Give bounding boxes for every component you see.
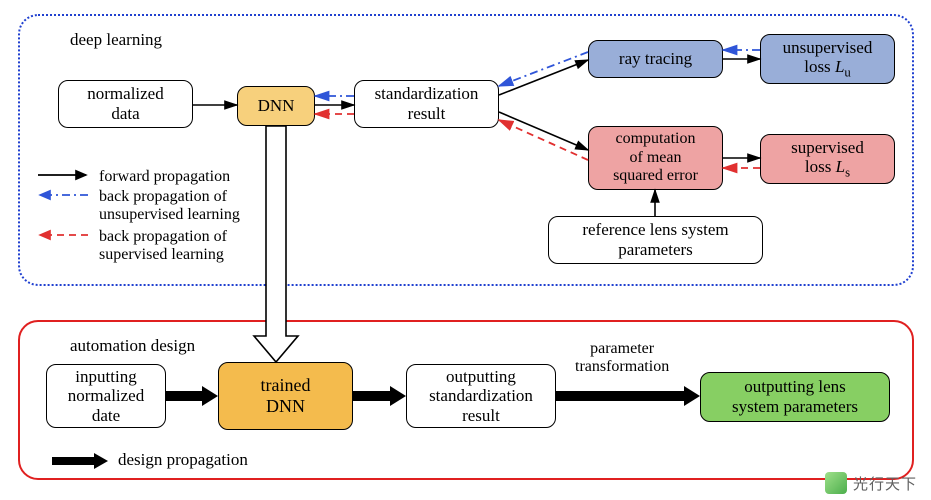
node-text: trained DNN	[261, 375, 311, 416]
deep-learning-panel-label: deep learning	[70, 30, 162, 50]
trained-dnn-node: trained DNN	[218, 362, 353, 430]
legend-thick-arrow-icon	[50, 453, 110, 467]
legend-line-icon	[36, 228, 91, 242]
supervised-loss-node: supervisedloss Ls	[760, 134, 895, 184]
watermark: 光行天下	[825, 472, 917, 494]
node-text: standardization result	[375, 84, 479, 123]
legend-text: back propagation of unsupervised learnin…	[99, 188, 240, 224]
legend-text: design propagation	[118, 450, 248, 470]
node-text: reference lens system parameters	[582, 220, 728, 259]
node-text: normalized data	[87, 84, 163, 123]
node-text: inputting normalized date	[68, 367, 144, 426]
reference-params-node: reference lens system parameters	[548, 216, 763, 264]
node-text: DNN	[258, 96, 295, 116]
node-text: supervisedloss Ls	[791, 138, 864, 181]
ray-tracing-node: ray tracing	[588, 40, 723, 78]
parameter-transformation-label: parameter transformation	[575, 340, 669, 377]
unsupervised-loss-node: unsupervisedloss Lu	[760, 34, 895, 84]
legend-design-propagation: design propagation	[50, 450, 248, 470]
outputting-params-node: outputting lens system parameters	[700, 372, 890, 422]
normalized-data-node: normalized data	[58, 80, 193, 128]
legend-text: back propagation of supervised learning	[99, 228, 227, 264]
legend-forward: forward propagation	[36, 168, 230, 186]
legend-line-icon	[36, 188, 91, 202]
watermark-text: 光行天下	[853, 473, 917, 494]
legend-back-unsupervised: back propagation of unsupervised learnin…	[36, 188, 240, 224]
node-text: computation of mean squared error	[613, 130, 698, 185]
mse-node: computation of mean squared error	[588, 126, 723, 190]
legend-text: forward propagation	[99, 168, 230, 186]
legend-line-icon	[36, 168, 91, 182]
automation-design-panel-label: automation design	[70, 336, 195, 356]
legend-back-supervised: back propagation of supervised learning	[36, 228, 227, 264]
node-text: unsupervisedloss Lu	[783, 38, 873, 81]
node-text: ray tracing	[619, 49, 692, 69]
node-text: outputting standardization result	[429, 367, 533, 426]
watermark-icon	[825, 472, 847, 494]
node-text: outputting lens system parameters	[732, 377, 858, 416]
standardization-result-node: standardization result	[354, 80, 499, 128]
inputting-normalized-node: inputting normalized date	[46, 364, 166, 428]
outputting-std-node: outputting standardization result	[406, 364, 556, 428]
dnn-node: DNN	[237, 86, 315, 126]
